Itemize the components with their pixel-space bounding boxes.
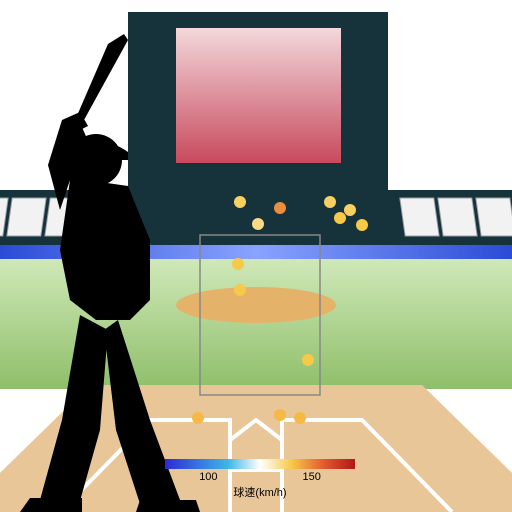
- legend-title: 球速(km/h): [165, 484, 355, 500]
- legend-tick-high: 150: [302, 471, 320, 483]
- legend-tick-low: 100: [199, 471, 217, 483]
- batter-silhouette: [0, 0, 512, 512]
- legend-gradient-bar: [165, 459, 355, 469]
- color-legend: 100 150 球速(km/h): [165, 459, 355, 500]
